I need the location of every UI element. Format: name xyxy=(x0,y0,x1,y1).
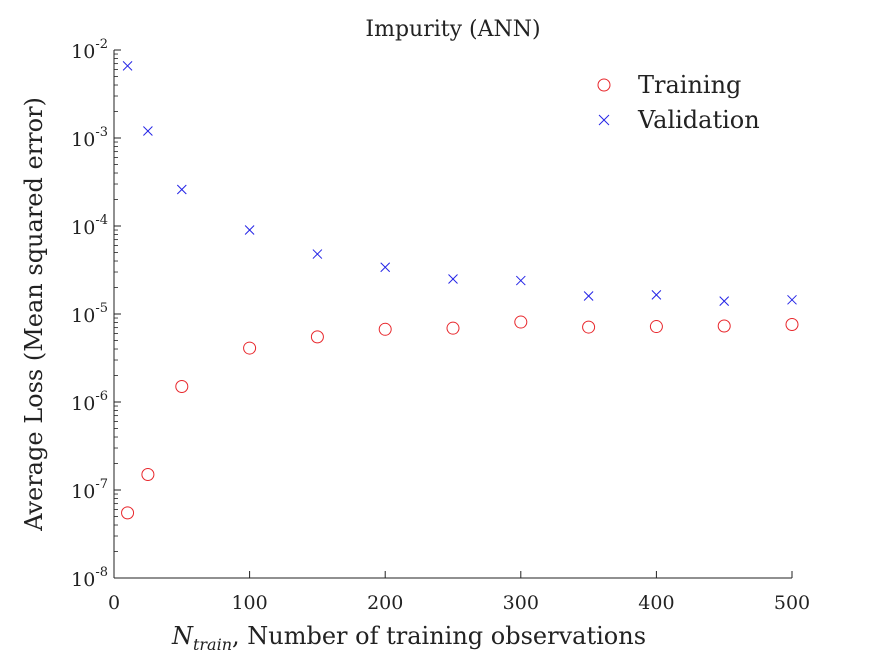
training-series xyxy=(121,315,799,520)
training-point xyxy=(717,319,731,333)
legend-validation-label: Validation xyxy=(637,106,760,134)
training-point xyxy=(446,321,460,335)
validation-point xyxy=(787,294,797,305)
x-axis-title: Ntrain, Number of training observations xyxy=(171,622,646,654)
validation-point xyxy=(448,274,458,284)
y-tick-label: 10-6 xyxy=(71,389,108,415)
x-axis-title-symbol: N xyxy=(171,622,194,650)
y-tick-label: 10-7 xyxy=(71,477,108,503)
training-point xyxy=(514,315,528,329)
legend: Training Validation xyxy=(597,71,760,134)
x-tick-label: 200 xyxy=(367,592,403,614)
x-tick-label: 300 xyxy=(503,592,539,614)
training-point xyxy=(649,320,663,334)
x-tick-label: 400 xyxy=(638,592,674,614)
training-point xyxy=(141,468,155,482)
legend-training-label: Training xyxy=(638,71,741,99)
legend-training-marker xyxy=(597,78,611,92)
y-axis-title: Average Loss (Mean squared error) xyxy=(20,97,48,532)
x-axis-title-subscript: train xyxy=(193,635,232,654)
validation-point xyxy=(176,184,187,195)
x-ticks: 0 100 200 300 400 500 xyxy=(108,571,810,614)
validation-point xyxy=(312,249,323,259)
validation-point xyxy=(122,61,133,71)
y-tick-label: 10-3 xyxy=(71,125,108,151)
y-tick-label: 10-4 xyxy=(71,213,108,239)
x-tick-label: 100 xyxy=(231,592,267,614)
validation-point xyxy=(719,296,730,306)
training-point xyxy=(243,341,257,355)
training-point xyxy=(582,320,596,334)
validation-point xyxy=(515,275,526,286)
validation-point xyxy=(143,126,153,136)
training-point xyxy=(310,330,324,344)
y-ticks: 10-8 10-7 10-6 10-5 10-4 10-3 10-2 xyxy=(71,37,121,591)
y-tick-label: 10-5 xyxy=(71,301,108,327)
training-point xyxy=(121,506,135,520)
validation-series xyxy=(122,61,797,306)
validation-point xyxy=(380,262,391,273)
x-tick-label: 500 xyxy=(774,592,810,614)
validation-point xyxy=(583,291,594,301)
x-axis-title-text: , Number of training observations xyxy=(232,622,646,650)
training-point xyxy=(785,317,799,331)
training-point xyxy=(175,380,189,394)
validation-point xyxy=(244,225,255,235)
x-tick-label: 0 xyxy=(108,592,120,614)
y-tick-label: 10-2 xyxy=(71,37,108,63)
chart-title: Impurity (ANN) xyxy=(365,17,540,42)
training-point xyxy=(378,322,392,336)
legend-validation-marker xyxy=(598,114,610,126)
validation-point xyxy=(651,290,662,300)
y-tick-label: 10-8 xyxy=(71,565,108,591)
